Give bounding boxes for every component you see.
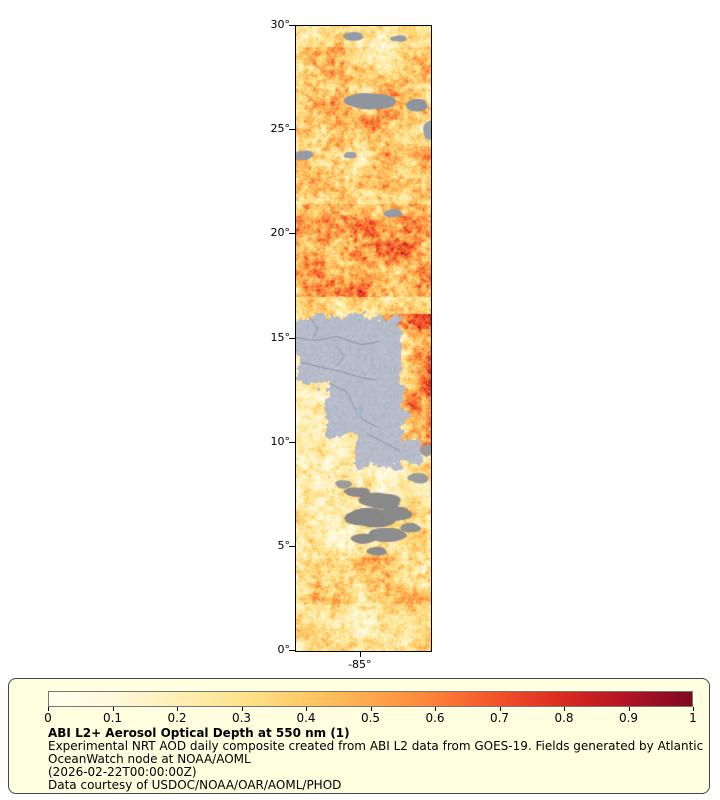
colorbar-tick-mark xyxy=(306,707,307,711)
lon-tick-label: -85° xyxy=(348,658,372,671)
colorbar-tick-mark xyxy=(435,707,436,711)
colorbar-legend: 0 0.1 0.2 0.3 0.4 0.5 0.6 0.7 0.8 0.9 1 ABI L2+ Ae… xyxy=(8,678,710,794)
colorbar-tick-mark xyxy=(48,707,49,711)
lat-tick-label: 30° xyxy=(270,18,291,31)
colorbar-tick-label: 0.7 xyxy=(489,711,510,725)
colorbar-tick-label: 0.2 xyxy=(167,711,187,725)
lat-tick-label: 0° xyxy=(277,643,291,656)
colorbar-tick-label: 0.3 xyxy=(231,711,252,725)
lat-tick-label: 5° xyxy=(277,538,291,552)
colorbar-tick-mark xyxy=(499,707,501,711)
legend-credit: Data courtesy of USDOC/NOAA/OAR/AOML/PHO… xyxy=(48,778,342,792)
colorbar-tick-label: 0.6 xyxy=(425,711,445,725)
lon-tick-mark xyxy=(359,652,361,657)
lat-tick-label: 20° xyxy=(270,226,291,240)
colorbar-tick-label: 0.4 xyxy=(296,711,316,725)
colorbar-tick-mark xyxy=(564,707,565,711)
aod-map-canvas xyxy=(295,25,432,652)
colorbar-tick-label: 0.1 xyxy=(102,711,123,725)
colorbar-tick-label: 0.9 xyxy=(618,711,639,725)
colorbar-tick-label: 1 xyxy=(689,711,697,725)
lat-tick-label: 15° xyxy=(270,330,291,344)
colorbar-tick-label: 0.8 xyxy=(554,711,574,725)
legend-timestamp: (2026-02-22T00:00:00Z) xyxy=(48,765,197,779)
colorbar-tick-mark xyxy=(370,707,372,711)
legend-title: ABI L2+ Aerosol Optical Depth at 550 nm … xyxy=(48,726,350,740)
lat-tick-label: 10° xyxy=(270,434,291,448)
colorbar-gradient xyxy=(48,691,693,707)
legend-description-line1: Experimental NRT AOD daily composite cre… xyxy=(48,739,704,753)
colorbar-tick-mark xyxy=(177,707,178,711)
colorbar-tick-label: 0.5 xyxy=(360,711,381,725)
colorbar-tick-mark xyxy=(112,707,114,711)
colorbar-tick-mark xyxy=(241,707,243,711)
legend-texts: ABI L2+ Aerosol Optical Depth at 550 nm … xyxy=(48,727,703,792)
lat-tick-label: 25° xyxy=(270,122,291,136)
colorbar-tick-mark xyxy=(693,707,694,711)
colorbar-tick-label: 0 xyxy=(44,711,52,725)
colorbar-tick-mark xyxy=(628,707,630,711)
legend-description-line2: OceanWatch node at NOAA/AOML xyxy=(48,752,251,766)
